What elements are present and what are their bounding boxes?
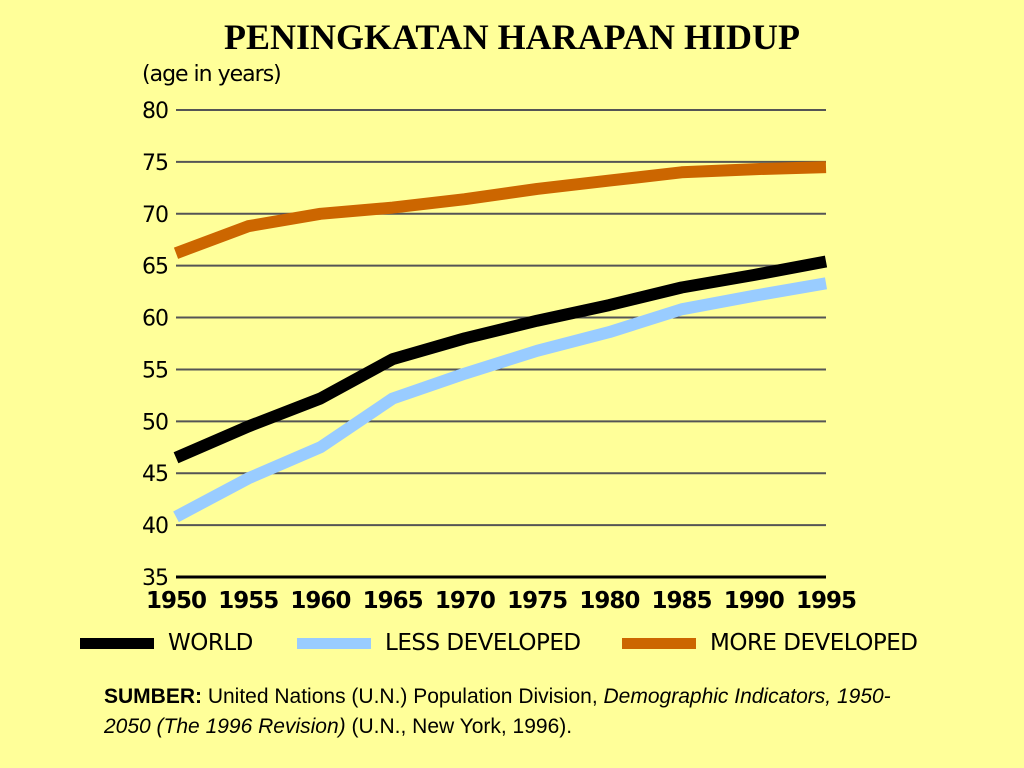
x-tick-label-1965: 1965 — [363, 588, 423, 614]
x-tick-label-1995: 1995 — [796, 588, 856, 614]
legend-swatch-more-developed — [622, 637, 696, 649]
y-axis-label: (age in years) — [142, 62, 282, 87]
legend-label-world: WORLD — [168, 630, 253, 656]
y-tick-label-35: 35 — [142, 566, 168, 591]
source-label: SUMBER: — [104, 685, 202, 708]
legend-item-more-developed: MORE DEVELOPED — [622, 630, 918, 656]
source-citation: SUMBER: United Nations (U.N.) Population… — [104, 682, 924, 742]
series-line-world — [173, 255, 828, 464]
y-tick-label-80: 80 — [142, 99, 168, 124]
legend-label-more-developed: MORE DEVELOPED — [710, 630, 918, 656]
legend-swatch-less-developed — [297, 637, 371, 649]
x-tick-label-1970: 1970 — [435, 588, 495, 614]
legend-item-world: WORLD — [80, 630, 253, 656]
x-tick-label-1990: 1990 — [724, 588, 784, 614]
x-tick-label-1950: 1950 — [146, 588, 206, 614]
legend-label-less-developed: LESS DEVELOPED — [385, 630, 581, 656]
legend-item-less-developed: LESS DEVELOPED — [297, 630, 581, 656]
y-tick-label-60: 60 — [142, 307, 168, 332]
life-expectancy-chart: 35 40 45 50 55 60 65 70 75 80 1950 1955 1960 1965 1970… — [142, 99, 857, 614]
page-title: PENINGKATAN HARAPAN HIDUP — [224, 17, 800, 57]
chart-legend: WORLD LESS DEVELOPED MORE DEVELOPED — [0, 630, 1024, 662]
y-tick-label-45: 45 — [142, 462, 168, 487]
y-tick-label-70: 70 — [142, 203, 168, 228]
y-tick-label-40: 40 — [142, 514, 168, 539]
y-tick-label-65: 65 — [142, 255, 168, 280]
y-tick-label-55: 55 — [142, 358, 168, 383]
series-line-more-developed — [173, 161, 827, 259]
source-publication: Demographic Indicators, 1950-2050 (The 1… — [104, 685, 891, 738]
series-line-less-developed — [173, 277, 828, 523]
x-tick-label-1975: 1975 — [507, 588, 567, 614]
x-tick-label-1985: 1985 — [652, 588, 712, 614]
source-text: United Nations (U.N.) Population Divisio… — [202, 685, 604, 708]
y-tick-label-75: 75 — [142, 151, 168, 176]
legend-swatch-world — [80, 637, 154, 649]
x-tick-label-1980: 1980 — [579, 588, 639, 614]
x-tick-label-1960: 1960 — [290, 588, 350, 614]
y-tick-label-50: 50 — [142, 410, 168, 435]
source-publisher: (U.N., New York, 1996). — [345, 715, 573, 738]
x-tick-label-1955: 1955 — [218, 588, 278, 614]
